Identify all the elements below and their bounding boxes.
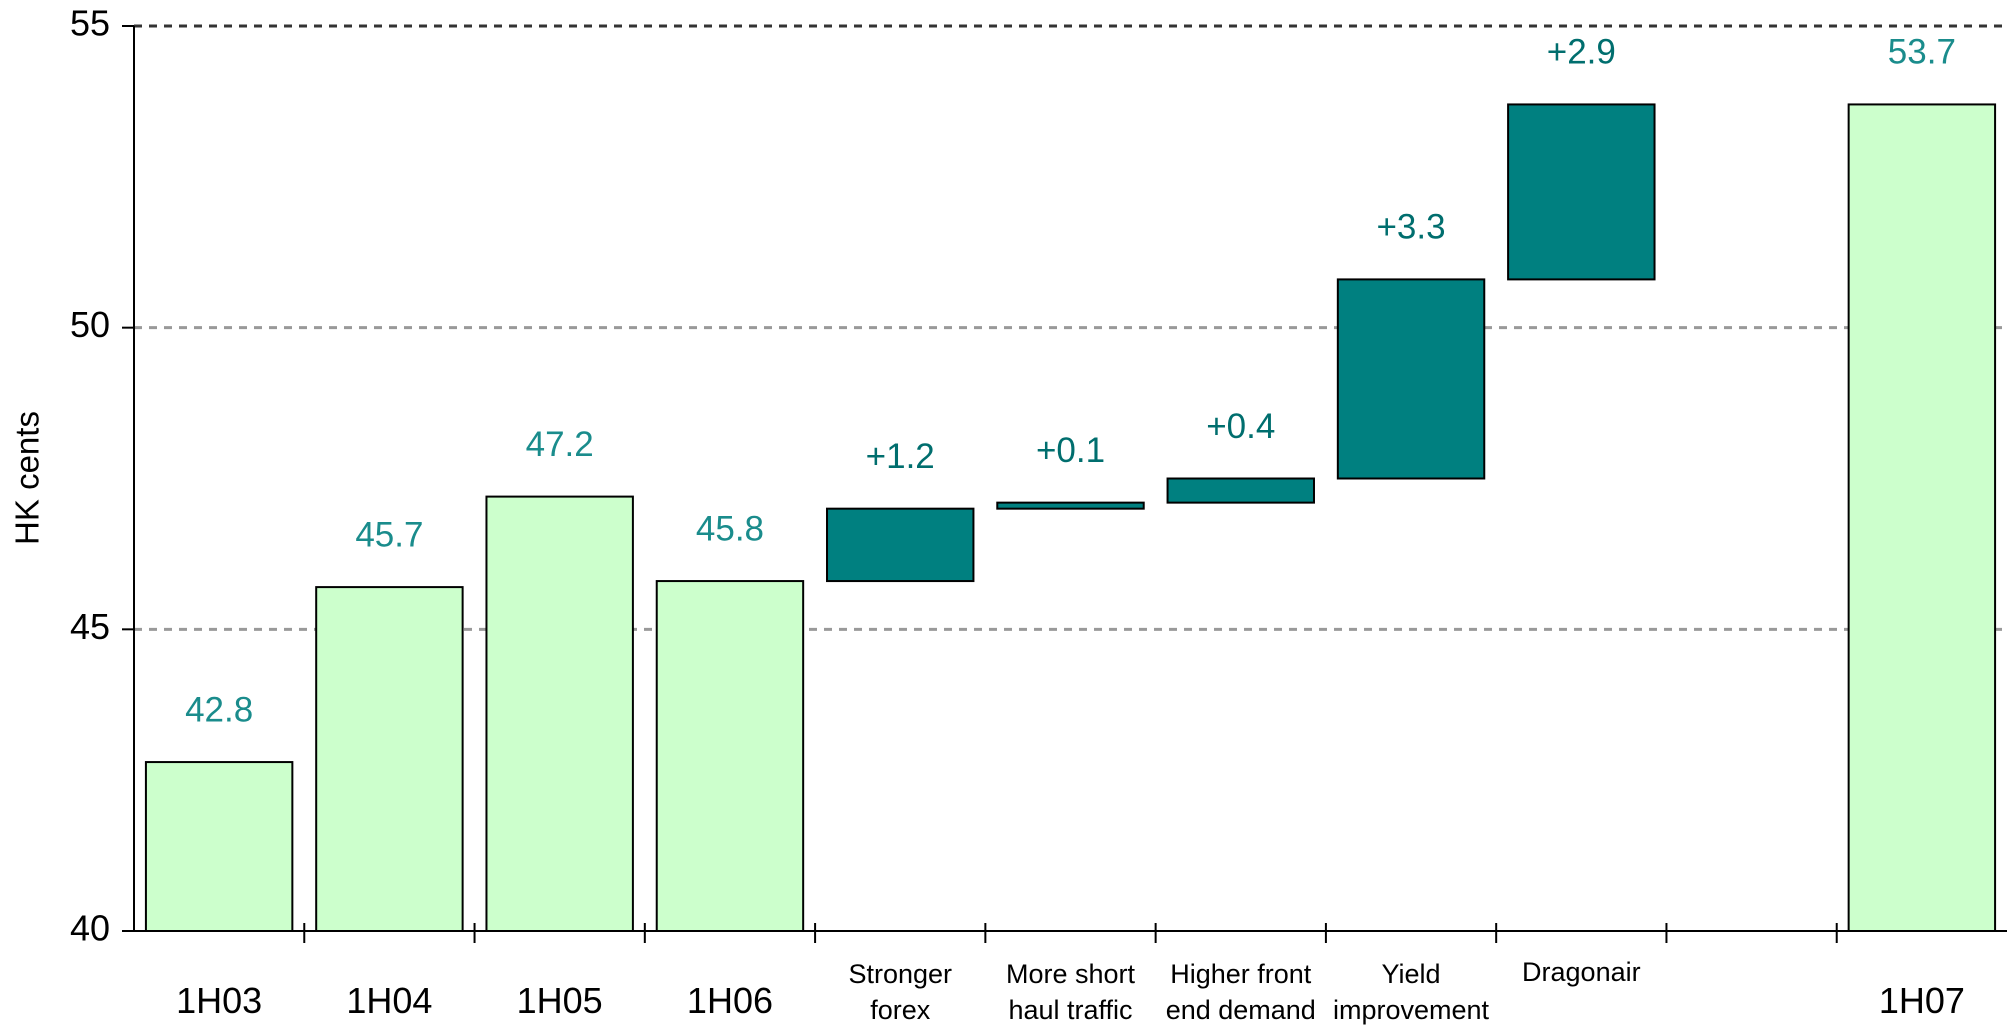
total-bar	[144, 761, 294, 932]
value-label: 42.8	[185, 690, 253, 729]
x-tick-label: Dragonair	[1522, 957, 1641, 987]
delta-bar	[996, 501, 1145, 510]
y-tick-label: 50	[70, 304, 110, 345]
x-tick-label: Yield improvement	[1333, 959, 1490, 1025]
value-label: +0.1	[1036, 431, 1105, 470]
delta-bar	[1336, 278, 1486, 480]
value-label: +0.4	[1206, 407, 1275, 446]
total-bar	[655, 580, 805, 932]
total-bar	[315, 586, 464, 932]
y-tick-label: 40	[70, 908, 110, 949]
x-tick-label: Higher front end demand	[1166, 959, 1316, 1025]
value-label: +1.2	[866, 437, 935, 476]
y-axis-label: HK cents	[9, 411, 46, 545]
x-tick-label: Stronger forex	[848, 959, 952, 1025]
value-label: 47.2	[526, 425, 594, 464]
total-bar	[1847, 103, 1997, 932]
x-tick-label: 1H07	[1879, 980, 1965, 1021]
x-tick-label: 1H04	[346, 980, 432, 1021]
value-label: 53.7	[1888, 33, 1956, 72]
delta-bar	[1166, 477, 1315, 504]
y-tick-label: 55	[70, 3, 110, 44]
value-label: +3.3	[1376, 208, 1445, 247]
value-label: +2.9	[1547, 33, 1616, 72]
delta-bar	[1507, 103, 1656, 281]
x-tick-label: 1H05	[517, 980, 603, 1021]
x-tick-label: More short haul traffic	[1006, 959, 1136, 1025]
delta-bar	[826, 507, 975, 583]
value-label: 45.7	[355, 515, 423, 554]
value-label: 45.8	[696, 509, 764, 548]
y-tick-label: 45	[70, 606, 110, 647]
x-tick-label: 1H03	[176, 980, 262, 1021]
x-tick-label: 1H06	[687, 980, 773, 1021]
total-bar	[485, 495, 634, 932]
